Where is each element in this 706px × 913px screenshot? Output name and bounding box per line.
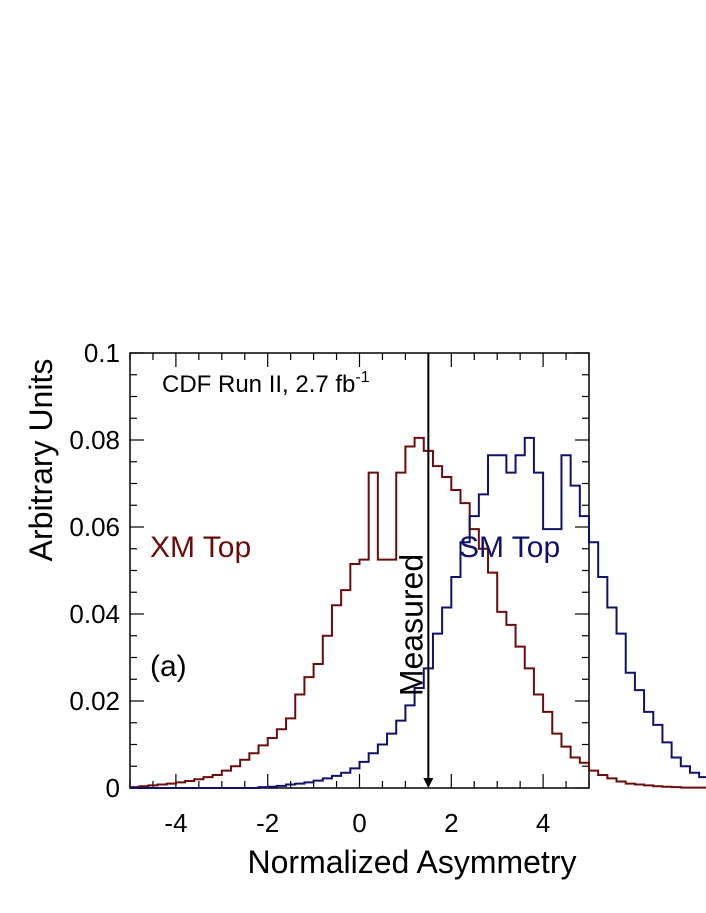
- measured-label: Measured: [393, 554, 429, 696]
- y-tick-label: 0.06: [69, 512, 120, 542]
- y-tick-label: 0.08: [69, 425, 120, 455]
- run-annotation: CDF Run II, 2.7 fb-1: [162, 369, 370, 398]
- plot-frame: [129, 352, 590, 789]
- series-label-xm-top: XM Top: [150, 531, 251, 564]
- axes: -4 -2 0 2 4 0 0.02 0.04 0.06 0.08 0.1: [69, 338, 590, 838]
- series-sm-top: [130, 436, 706, 789]
- x-axis-title: Normalized Asymmetry: [248, 844, 577, 880]
- labels: CDF Run II, 2.7 fb-1 (a) XM Top SM Top N…: [23, 359, 576, 880]
- x-tick-label: 0: [352, 808, 366, 838]
- series-label-sm-top: SM Top: [459, 531, 560, 564]
- y-tick-label: 0.04: [69, 599, 120, 629]
- measured-arrow: [423, 778, 434, 788]
- x-tick-label: -2: [256, 808, 279, 838]
- y-tick-label: 0.02: [69, 686, 120, 716]
- y-axis-title: Arbitrary Units: [23, 359, 59, 562]
- x-tick-label: 2: [444, 808, 458, 838]
- y-tick-label: 0: [106, 773, 120, 803]
- x-tick-label: -4: [164, 808, 187, 838]
- panel-label: (a): [150, 650, 187, 683]
- y-tick-label: 0.1: [84, 338, 120, 368]
- series-xm-top: [130, 436, 706, 789]
- series-layer: [130, 353, 706, 789]
- x-tick-label: 4: [536, 808, 550, 838]
